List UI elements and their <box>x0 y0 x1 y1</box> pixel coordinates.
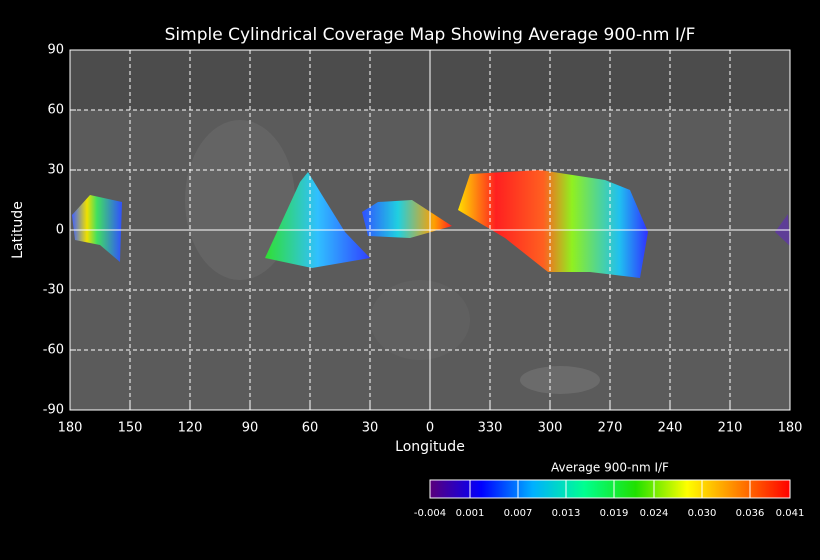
y-axis-label: Latitude <box>10 201 26 259</box>
basemap-feature <box>185 120 295 280</box>
y-tick-label: 60 <box>47 103 64 118</box>
x-tick-label: 30 <box>362 421 379 436</box>
x-tick-label: 180 <box>778 421 803 436</box>
x-tick-label: 60 <box>302 421 319 436</box>
y-tick-label: 30 <box>47 163 64 178</box>
y-tick-label: 0 <box>56 223 64 238</box>
colorbar-tick-label: 0.007 <box>504 508 533 519</box>
colorbar-tick-label: 0.041 <box>776 508 805 519</box>
x-tick-label: 150 <box>118 421 143 436</box>
coverage-patch <box>458 170 648 278</box>
coverage-patch <box>72 195 122 262</box>
y-tick-label: 90 <box>47 43 64 58</box>
x-tick-label: 210 <box>718 421 743 436</box>
colorbar-title: Average 900-nm I/F <box>551 461 669 475</box>
x-axis-label: Longitude <box>395 439 465 455</box>
y-tick-label: -30 <box>43 283 64 298</box>
x-tick-label: 90 <box>242 421 259 436</box>
colorbar <box>429 479 791 499</box>
coverage-patch <box>265 172 370 268</box>
colorbar-tick-label: 0.013 <box>552 508 581 519</box>
x-tick-label: 270 <box>598 421 623 436</box>
colorbar-tick-label: -0.004 <box>414 508 446 519</box>
x-tick-label: 120 <box>178 421 203 436</box>
basemap-feature <box>520 366 600 394</box>
x-tick-label: 0 <box>426 421 434 436</box>
x-tick-label: 240 <box>658 421 683 436</box>
x-tick-label: 300 <box>538 421 563 436</box>
colorbar-tick-label: 0.036 <box>736 508 765 519</box>
basemap-feature <box>370 280 470 360</box>
x-tick-label: 180 <box>58 421 83 436</box>
colorbar-tick-label: 0.030 <box>688 508 717 519</box>
colorbar-tick-label: 0.024 <box>640 508 669 519</box>
colorbar-tick-label: 0.001 <box>456 508 485 519</box>
y-tick-label: -90 <box>43 403 64 418</box>
x-tick-label: 330 <box>478 421 503 436</box>
y-tick-label: -60 <box>43 343 64 358</box>
colorbar-tick-label: 0.019 <box>600 508 629 519</box>
chart-title: Simple Cylindrical Coverage Map Showing … <box>165 25 696 45</box>
